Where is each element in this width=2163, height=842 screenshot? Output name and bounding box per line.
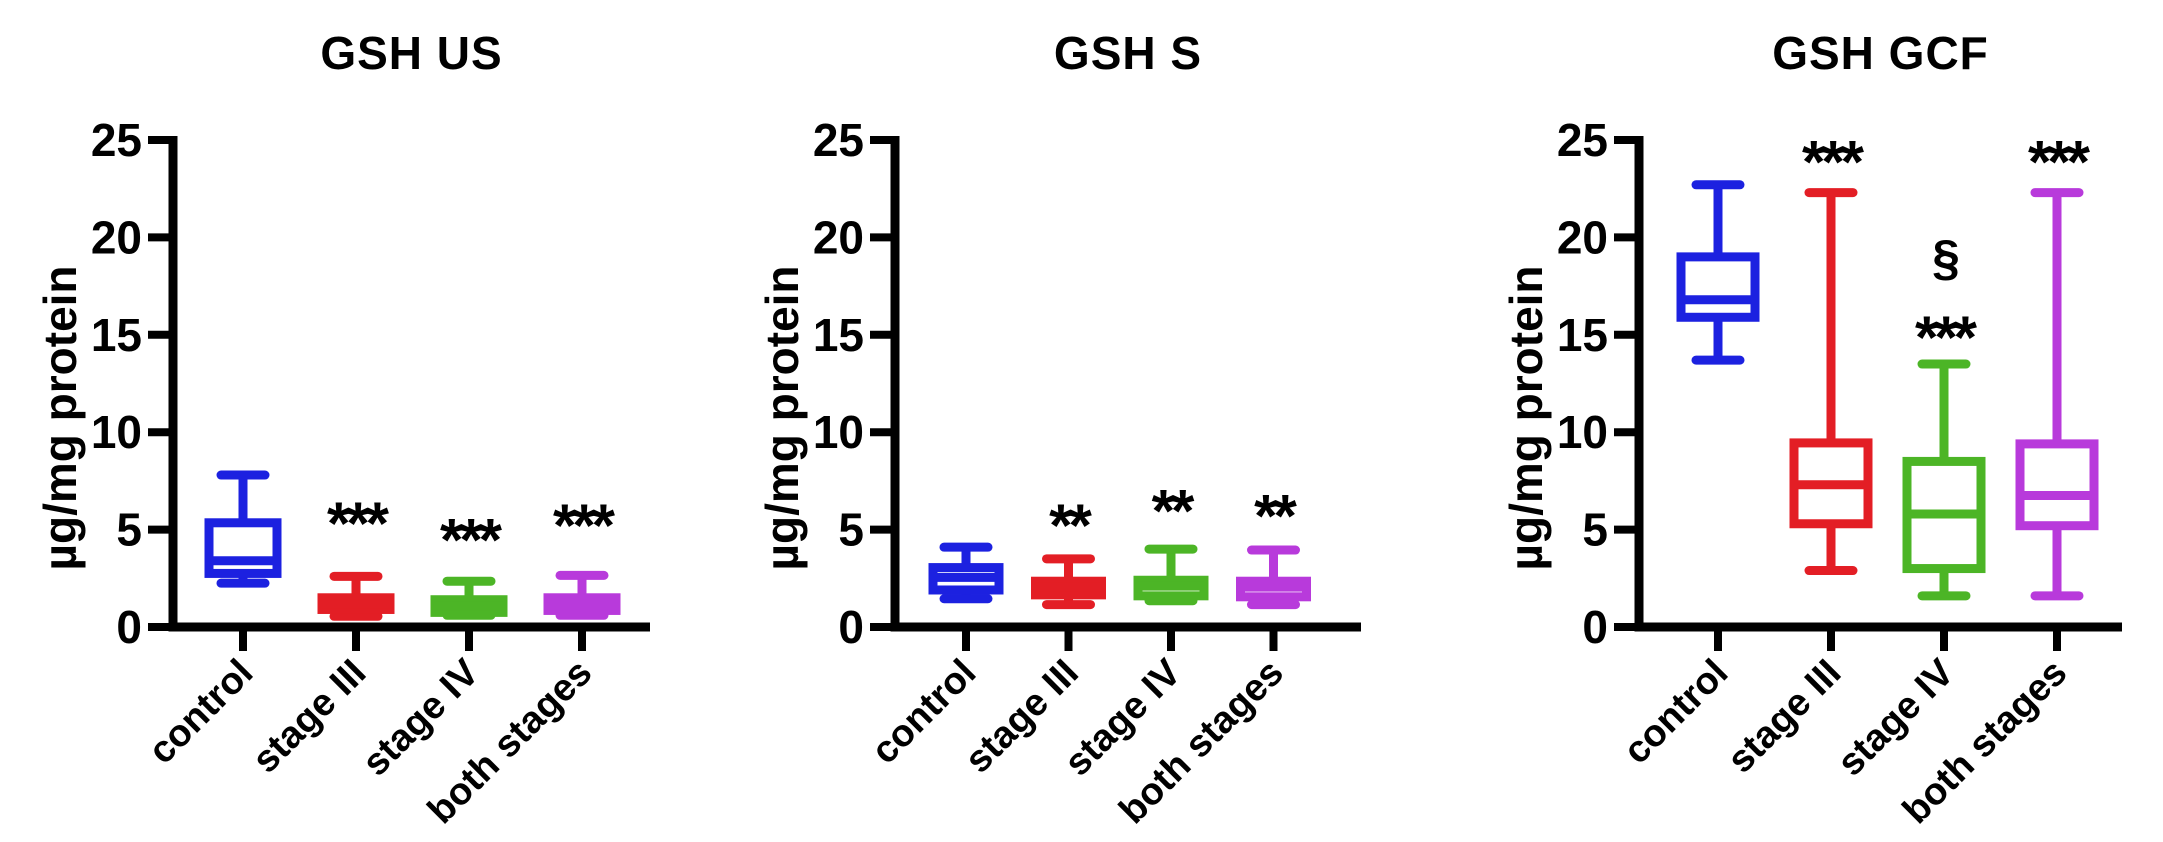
panel-gsh-us: GSH US 0 5 10 15 20 25 µg/mg protein control sta… (0, 0, 721, 842)
boxplot-control (928, 542, 1004, 604)
boxplot-stage4 (1902, 359, 1986, 601)
y-axis-title: µg/mg protein (34, 265, 86, 570)
panel-gsh-s: GSH S 0 5 10 15 20 25 µg/mg protein control stag… (721, 0, 1442, 842)
boxplot-both (2015, 188, 2099, 601)
boxplot-both (543, 570, 621, 620)
panel-gsh-gcf: GSH GCF 0 5 10 15 20 25 µg/mg protein control st… (1442, 0, 2163, 842)
y-tick-label: 0 (838, 601, 864, 653)
y-tick-label: 10 (1557, 406, 1608, 458)
boxplot-both (1236, 545, 1311, 610)
y-axis-title: µg/mg protein (1500, 265, 1552, 570)
x-category-label: stage III (1720, 652, 1850, 782)
boxplot-stage3 (1789, 188, 1873, 576)
y-tick-label: 0 (116, 601, 142, 653)
significance-marker: *** (553, 492, 616, 559)
iqr-box (2015, 439, 2099, 531)
significance-marker: ** (1049, 492, 1092, 559)
iqr-box (1676, 252, 1760, 322)
boxplot-stage3 (317, 571, 395, 621)
y-tick-label: 20 (813, 211, 864, 263)
significance-marker: *** (327, 490, 390, 557)
y-tick-label: 25 (91, 114, 142, 166)
significance-marker: *** (2028, 129, 2091, 196)
chart-title: GSH US (320, 27, 503, 79)
chart-title: GSH GCF (1772, 27, 1989, 79)
y-tick-label: 15 (813, 309, 864, 361)
significance-marker: *** (1802, 129, 1865, 196)
x-category-label: control (141, 652, 262, 773)
y-tick-label: 20 (91, 211, 142, 263)
iqr-box (204, 518, 282, 578)
x-category-label: stage III (245, 652, 375, 782)
y-tick-label: 10 (91, 406, 142, 458)
boxplot-control (204, 470, 282, 588)
significance-marker: ** (1152, 477, 1195, 544)
boxplot-stage4 (1133, 544, 1209, 606)
y-tick-label: 10 (813, 406, 864, 458)
boxplot-stage3 (1031, 554, 1106, 610)
significance-marker: *** (440, 507, 503, 574)
y-tick-label: 15 (91, 309, 142, 361)
y-tick-label: 5 (838, 504, 864, 556)
chart-title: GSH S (1053, 27, 1203, 79)
y-tick-label: 5 (116, 504, 142, 556)
boxplot-control (1676, 180, 1760, 365)
significance-marker: § (1932, 230, 1958, 286)
y-axis-title: µg/mg protein (756, 265, 808, 570)
y-tick-label: 25 (813, 114, 864, 166)
significance-marker: *** (1915, 304, 1978, 371)
y-tick-label: 20 (1557, 211, 1608, 263)
y-tick-label: 15 (1557, 309, 1608, 361)
y-tick-label: 25 (1557, 114, 1608, 166)
significance-marker: ** (1254, 482, 1297, 549)
x-category-label: control (1616, 652, 1737, 773)
y-tick-label: 5 (1582, 504, 1608, 556)
boxplot-stage4 (430, 576, 508, 620)
y-tick-label: 0 (1582, 601, 1608, 653)
